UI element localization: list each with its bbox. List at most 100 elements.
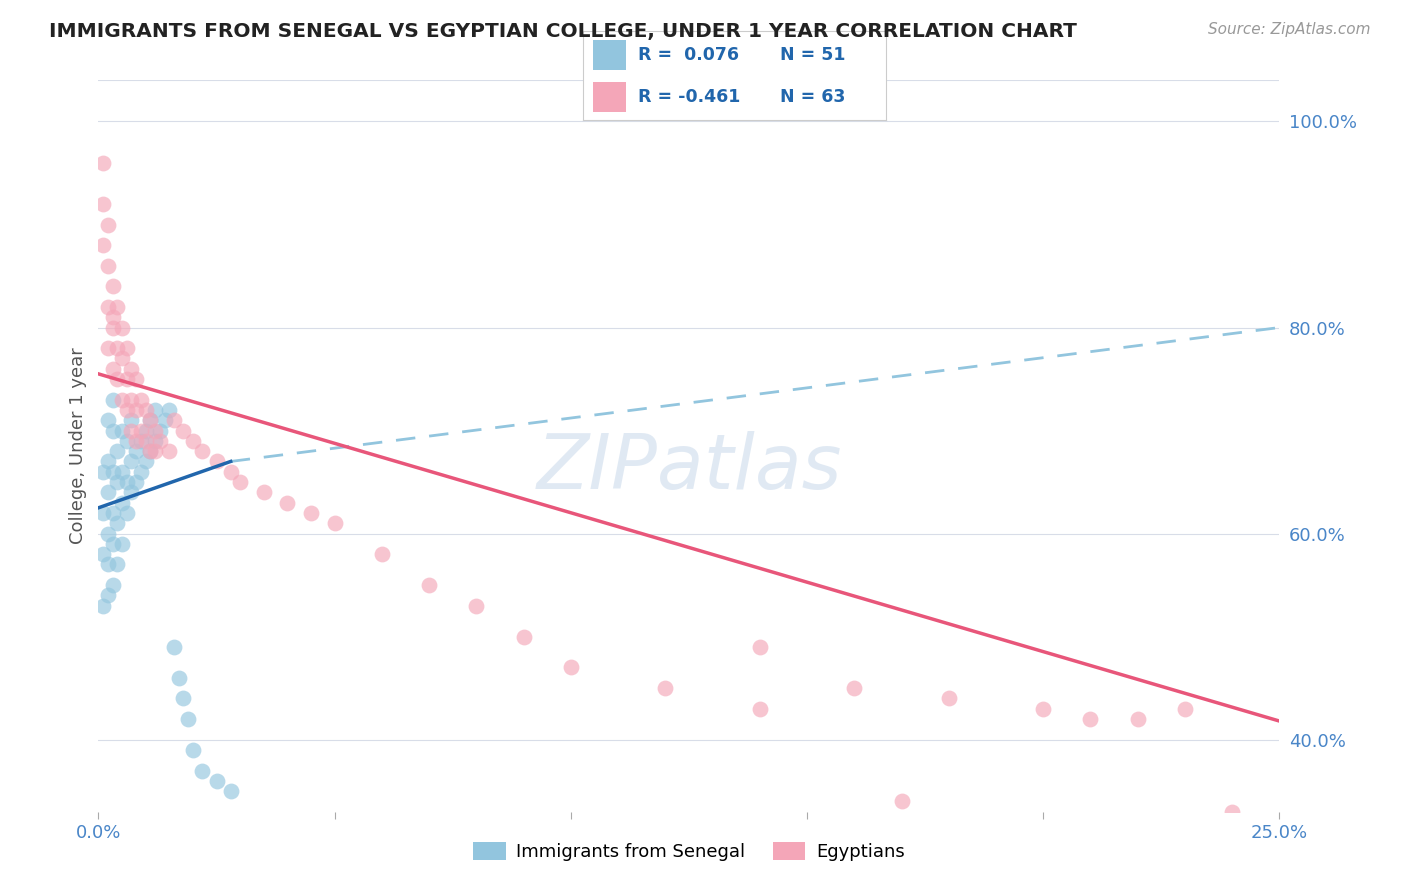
Text: N = 51: N = 51 (780, 45, 845, 64)
Point (111, 351, 134, 366)
Point (91, 238, 114, 252)
Text: R =  0.076: R = 0.076 (638, 45, 740, 64)
Point (101, 578, 124, 592)
Point (157, 403, 180, 417)
Point (97, 413, 120, 427)
Point (181, 434, 204, 448)
Point (748, 702, 770, 716)
Point (97, 526, 120, 541)
Point (91, 547, 114, 561)
Point (135, 424, 157, 438)
Point (121, 361, 143, 376)
Point (135, 434, 157, 448)
Point (418, 578, 440, 592)
Point (101, 361, 124, 376)
Point (101, 320, 124, 334)
Point (97, 588, 120, 602)
Point (115, 506, 138, 520)
Point (97, 341, 120, 355)
Point (111, 465, 134, 479)
Point (1174, 702, 1197, 716)
Point (371, 547, 394, 561)
Point (135, 454, 157, 468)
Point (143, 434, 166, 448)
Point (157, 444, 180, 458)
Point (1220, 805, 1243, 819)
Point (111, 392, 134, 407)
Point (105, 372, 128, 386)
Point (121, 392, 143, 407)
Point (172, 691, 194, 706)
Point (129, 434, 152, 448)
Point (844, 681, 866, 695)
Point (143, 424, 166, 438)
Point (129, 392, 152, 407)
Point (276, 496, 298, 510)
Legend: Immigrants from Senegal, Egyptians: Immigrants from Senegal, Egyptians (465, 835, 912, 869)
Point (143, 444, 166, 458)
Point (91, 155, 114, 169)
Point (105, 300, 128, 314)
Point (229, 475, 252, 489)
Point (191, 764, 214, 778)
Point (121, 413, 143, 427)
Point (97, 485, 120, 500)
Point (97, 218, 120, 232)
Point (105, 444, 128, 458)
Point (938, 691, 960, 706)
Point (153, 413, 176, 427)
Point (654, 681, 676, 695)
Point (135, 403, 157, 417)
Point (191, 444, 214, 458)
Point (149, 434, 172, 448)
Text: Source: ZipAtlas.com: Source: ZipAtlas.com (1208, 22, 1371, 37)
Point (111, 537, 134, 551)
Point (143, 403, 166, 417)
Point (111, 424, 134, 438)
Point (167, 671, 190, 685)
Point (149, 424, 172, 438)
Point (101, 465, 124, 479)
Point (111, 496, 134, 510)
Point (139, 413, 162, 427)
Bar (592, 40, 626, 70)
Point (1032, 702, 1054, 716)
Point (125, 444, 148, 458)
Point (105, 558, 128, 572)
Point (115, 341, 138, 355)
Point (465, 599, 488, 613)
Point (101, 310, 124, 325)
Y-axis label: College, Under 1 year: College, Under 1 year (69, 348, 87, 544)
Text: ZIPatlas: ZIPatlas (536, 431, 842, 505)
Text: N = 63: N = 63 (780, 87, 845, 106)
Point (219, 465, 242, 479)
Point (105, 516, 128, 531)
Point (101, 506, 124, 520)
Point (560, 660, 582, 674)
Point (219, 784, 242, 798)
Point (101, 537, 124, 551)
Point (101, 279, 124, 293)
Point (121, 454, 143, 468)
Point (115, 434, 138, 448)
Point (97, 300, 120, 314)
Point (97, 558, 120, 572)
Point (205, 454, 228, 468)
Point (91, 197, 114, 211)
Point (111, 320, 134, 334)
Point (115, 372, 138, 386)
Point (91, 506, 114, 520)
Point (177, 712, 200, 726)
Point (125, 475, 148, 489)
Point (1126, 712, 1149, 726)
Point (125, 434, 148, 448)
Point (125, 372, 148, 386)
Point (129, 465, 152, 479)
Point (139, 413, 162, 427)
Point (253, 485, 276, 500)
Point (163, 640, 186, 654)
Point (1080, 712, 1102, 726)
Point (125, 403, 148, 417)
Point (91, 465, 114, 479)
Point (139, 444, 162, 458)
